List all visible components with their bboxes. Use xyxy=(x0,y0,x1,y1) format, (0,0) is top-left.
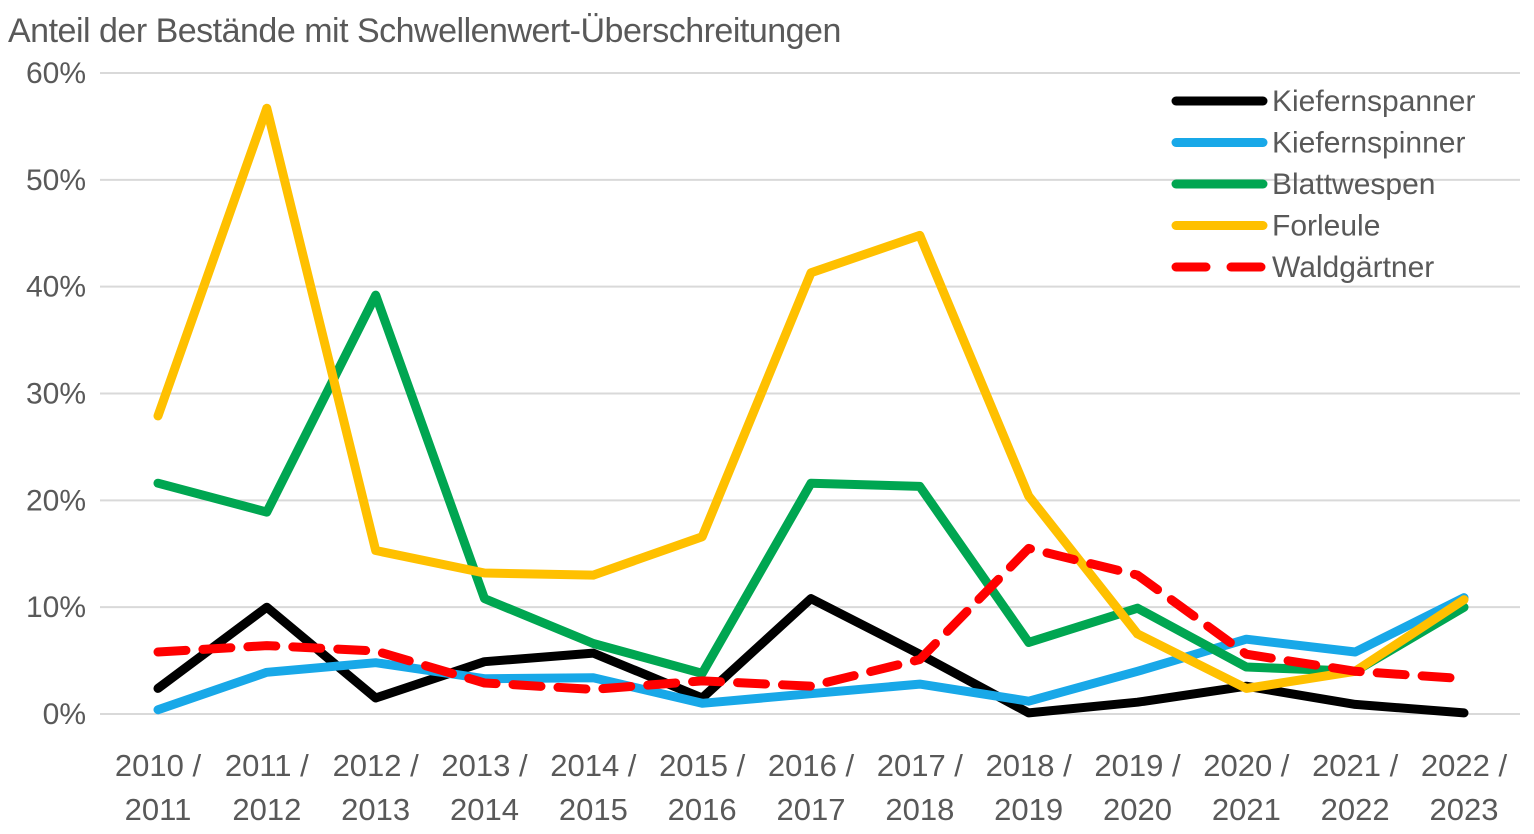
x-tick-label: 2012 /2013 xyxy=(333,748,420,827)
legend-label: Kiefernspanner xyxy=(1272,85,1475,118)
x-tick-label: 2022 /2023 xyxy=(1421,748,1508,827)
legend-item-kiefernspanner: Kiefernspanner xyxy=(1171,85,1475,118)
x-tick-label: 2013 /2014 xyxy=(441,748,528,827)
y-tick-label: 50% xyxy=(26,164,86,197)
y-tick-label: 10% xyxy=(26,591,86,624)
legend-label: Waldgärtner xyxy=(1272,251,1434,284)
legend-item-blattwespen: Blattwespen xyxy=(1171,168,1435,201)
legend: Kiefernspanner Kiefernspinner Blattwespen F… xyxy=(1171,85,1475,284)
chart-title: Anteil der Bestände mit Schwellenwert-Üb… xyxy=(8,12,841,50)
legend-label: Forleule xyxy=(1272,210,1380,243)
x-tick-label: 2020 /2021 xyxy=(1203,748,1290,827)
legend-item-kiefernspinner: Kiefernspinner xyxy=(1171,127,1465,160)
x-tick-label: 2014 /2015 xyxy=(550,748,637,827)
y-tick-label: 20% xyxy=(26,484,86,517)
y-tick-label: 0% xyxy=(43,698,86,731)
series-lines xyxy=(153,103,1469,718)
series-line-forleule xyxy=(153,103,1469,693)
x-tick-label: 2018 /2019 xyxy=(986,748,1073,827)
y-tick-label: 30% xyxy=(26,378,86,411)
y-tick-label: 60% xyxy=(26,57,86,90)
x-tick-label: 2019 /2020 xyxy=(1094,748,1181,827)
legend-label: Blattwespen xyxy=(1272,168,1435,201)
x-axis-labels: 2010 /2011 2011 /2012 2012 /2013 2013 /2014… xyxy=(115,748,1508,827)
x-tick-label: 2011 /2012 xyxy=(225,748,309,827)
x-tick-label: 2010 /2011 xyxy=(115,748,202,827)
x-tick-label: 2021 /2022 xyxy=(1312,748,1399,827)
y-axis-labels: 60% 50% 40% 30% 20% 10% 0% xyxy=(26,57,86,731)
legend-item-forleule: Forleule xyxy=(1171,210,1380,243)
series-line-kiefernspinner xyxy=(153,593,1469,715)
x-tick-label: 2015 /2016 xyxy=(659,748,746,827)
legend-item-waldgärtner: Waldgärtner xyxy=(1171,251,1434,284)
series-line-blattwespen xyxy=(153,290,1469,678)
y-tick-label: 40% xyxy=(26,271,86,304)
x-tick-label: 2016 /2017 xyxy=(768,748,855,827)
x-tick-label: 2017 /2018 xyxy=(877,748,964,827)
legend-label: Kiefernspinner xyxy=(1272,127,1465,160)
series-line-waldgärtner xyxy=(153,543,1469,694)
